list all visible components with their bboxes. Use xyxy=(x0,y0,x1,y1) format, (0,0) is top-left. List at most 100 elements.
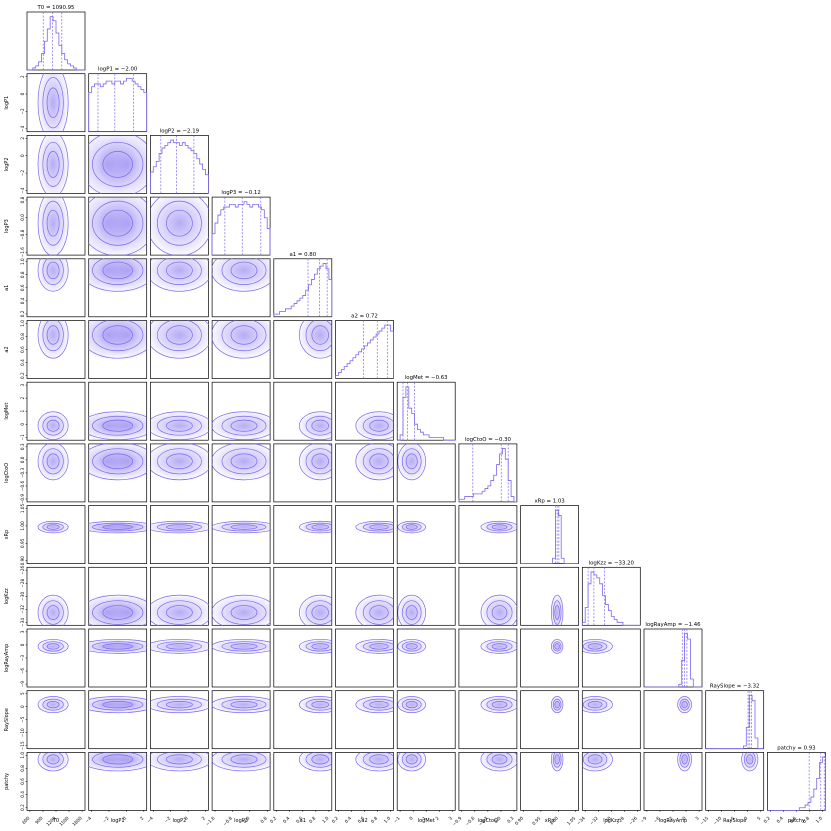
contour-2 xyxy=(46,209,60,237)
contour-0 xyxy=(150,411,209,440)
density-fill xyxy=(37,197,69,256)
contour-2 xyxy=(230,524,258,530)
density-fill xyxy=(99,696,147,714)
panel-frame xyxy=(767,752,826,811)
x-tick-label: 5 xyxy=(756,815,762,821)
x-tick-label: −9 xyxy=(639,815,648,824)
y-tick-label: 0.2 xyxy=(20,804,25,811)
density-panel-a1-a2 xyxy=(273,320,333,379)
density-fill xyxy=(212,696,271,714)
x-tick-label: −15 xyxy=(699,815,710,826)
y-axis-label-logRayAmp: logRayAmp xyxy=(4,644,10,672)
hist-title: logRayAmp = −1.46 xyxy=(645,622,701,628)
y-tick-label: 0 xyxy=(20,92,25,95)
x-tick-label: −2 xyxy=(102,815,111,824)
contour-2 xyxy=(311,453,329,470)
density-fill xyxy=(212,443,271,481)
y-tick-label: 1.0 xyxy=(20,752,25,759)
contour-2 xyxy=(102,209,133,237)
contour-2 xyxy=(46,754,60,765)
contour-1 xyxy=(92,448,144,475)
density-panel-logP1-logP3 xyxy=(88,196,148,256)
contour-0 xyxy=(550,696,564,714)
x-axis-label-logP1: logP1 xyxy=(111,818,125,824)
y-tick-label: 2 xyxy=(20,137,25,140)
density-panel-a1-logCtoO xyxy=(273,443,333,503)
contour-2 xyxy=(369,453,389,470)
y-tick-label: 0.90 xyxy=(20,556,25,566)
contour-0 xyxy=(212,639,271,654)
contour-1 xyxy=(42,77,64,129)
contour-1 xyxy=(743,752,756,768)
contour-0 xyxy=(37,258,69,292)
density-fill xyxy=(582,639,614,654)
histogram-logKzz xyxy=(581,571,641,626)
contour-1 xyxy=(362,641,394,652)
contour-1 xyxy=(156,698,202,711)
contour-1 xyxy=(156,641,202,652)
x-axis-label-logKzz: logKzz xyxy=(603,818,620,824)
y-tick-label: −4 xyxy=(20,125,25,132)
density-fill xyxy=(99,639,147,654)
y-tick-label: 1.00 xyxy=(20,521,25,531)
histogram-logMet xyxy=(397,386,456,441)
density-panel-a2-xRp xyxy=(335,505,394,564)
contour-2 xyxy=(46,605,60,620)
density-panel-T0-xRp xyxy=(26,505,86,564)
contour-2 xyxy=(230,701,258,709)
contour-2 xyxy=(369,754,389,765)
contour-1 xyxy=(92,200,144,246)
y-tick-label: −2 xyxy=(20,108,25,115)
density-fill xyxy=(212,752,271,772)
contour-2 xyxy=(166,453,193,470)
density-panel-logMet-xRp xyxy=(396,505,456,564)
contour-2 xyxy=(311,754,329,765)
y-tick-label: −0.3 xyxy=(20,467,25,478)
x-tick-label: 0.2 xyxy=(331,815,340,824)
contour-0 xyxy=(88,696,147,714)
histogram-a1 xyxy=(273,263,333,317)
density-panel-T0-logP1 xyxy=(26,73,86,133)
density-fill xyxy=(150,320,209,360)
hist-title: logKzz = −33.20 xyxy=(589,560,635,566)
density-fill xyxy=(37,443,69,481)
x-tick-label: 1 xyxy=(421,815,427,821)
contour-1 xyxy=(486,698,513,711)
contour-2 xyxy=(311,524,329,530)
contour-2 xyxy=(102,754,133,765)
x-tick-label: 0.6 xyxy=(357,815,366,824)
density-fill xyxy=(212,320,271,360)
contour-0 xyxy=(298,752,332,772)
panel-frame xyxy=(396,505,456,564)
contour-2 xyxy=(102,701,133,709)
contour-2 xyxy=(587,643,603,650)
contour-2 xyxy=(554,754,560,765)
density-fill xyxy=(37,521,69,534)
x-tick-label: 1.05 xyxy=(566,815,577,826)
density-fill xyxy=(354,411,394,441)
contour-2 xyxy=(230,261,258,280)
contour-1 xyxy=(401,752,422,768)
contour-1 xyxy=(582,641,608,652)
contour-1 xyxy=(305,320,332,352)
contour-1 xyxy=(362,522,394,532)
density-panel-a2-RaySlope xyxy=(335,690,394,750)
density-fill xyxy=(99,521,147,534)
x-tick-label: 0.8 xyxy=(259,815,268,824)
y-tick-label: 0.95 xyxy=(20,538,25,548)
contour-0 xyxy=(37,73,69,132)
density-panel-logP3-logMet xyxy=(211,381,271,441)
density-panel-a1-RaySlope xyxy=(273,690,333,750)
density-fill xyxy=(212,639,271,654)
density-panel-logP3-a2 xyxy=(211,320,271,379)
contour-0 xyxy=(212,594,271,626)
y-tick-label: 0.3 xyxy=(20,443,25,450)
density-panel-logP1-logP2 xyxy=(88,135,148,194)
hist-panel-xRp: xRp = 1.03 xyxy=(520,499,579,564)
panel-frame xyxy=(335,505,394,564)
contour-0 xyxy=(550,752,564,772)
density-panel-a2-logCtoO xyxy=(335,443,394,503)
contour-0 xyxy=(397,639,426,654)
contour-1 xyxy=(305,600,332,625)
y-axis-label-logP3: logP3 xyxy=(4,219,10,233)
